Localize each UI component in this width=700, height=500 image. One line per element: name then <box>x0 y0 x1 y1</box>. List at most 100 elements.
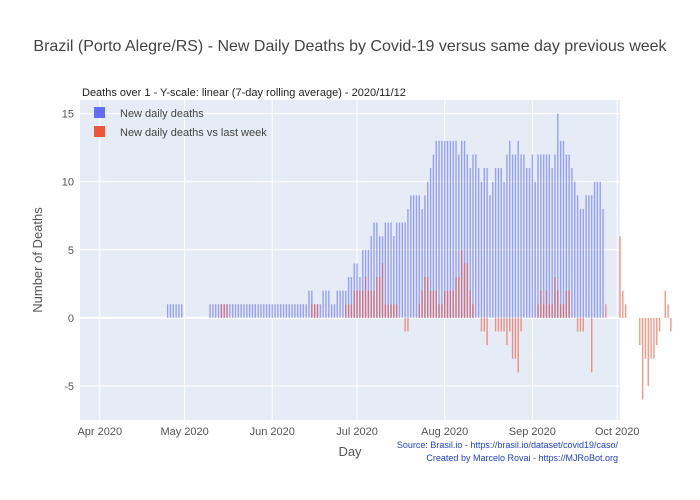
bar-new-daily-deaths <box>500 168 502 318</box>
bar-new-daily-deaths <box>333 304 336 318</box>
bar-new-daily-deaths <box>565 154 567 318</box>
bar-new-daily-deaths <box>585 195 587 318</box>
bar-vs-last-week <box>667 304 669 318</box>
bar-vs-last-week <box>497 317 500 332</box>
bar-new-daily-deaths <box>579 208 582 318</box>
bar-vs-last-week <box>540 290 542 318</box>
bar-new-daily-deaths <box>554 154 556 318</box>
bar-new-daily-deaths <box>217 304 220 318</box>
bar-vs-last-week <box>347 304 350 318</box>
bar-vs-last-week <box>226 304 228 318</box>
bar-new-daily-deaths <box>574 181 576 318</box>
bar-vs-last-week <box>370 290 372 318</box>
bar-new-daily-deaths <box>427 181 429 318</box>
bar-new-daily-deaths <box>246 304 248 318</box>
bar-new-daily-deaths <box>302 304 305 318</box>
bar-vs-last-week <box>444 290 446 318</box>
bar-vs-last-week <box>376 277 378 318</box>
bar-new-daily-deaths <box>240 304 242 318</box>
bar-vs-last-week <box>656 317 658 346</box>
bar-new-daily-deaths <box>305 304 307 318</box>
bar-vs-last-week <box>311 304 313 318</box>
x-tick-label: Jun 2020 <box>250 426 295 438</box>
bar-vs-last-week <box>670 317 672 332</box>
bar-new-daily-deaths <box>347 277 350 318</box>
bar-vs-last-week <box>542 304 545 318</box>
bar-new-daily-deaths <box>254 304 256 318</box>
x-tick-label: Jul 2020 <box>336 426 378 438</box>
bar-new-daily-deaths <box>322 290 324 318</box>
bar-vs-last-week <box>537 304 539 318</box>
bar-vs-last-week <box>582 317 584 332</box>
bar-new-daily-deaths <box>477 168 480 318</box>
y-axis-label: Number of Deaths <box>30 207 45 313</box>
bar-new-daily-deaths <box>514 154 517 318</box>
bar-new-daily-deaths <box>299 304 302 318</box>
bar-new-daily-deaths <box>551 168 553 318</box>
chart-subtitle: Deaths over 1 - Y-scale: linear (7-day r… <box>82 87 406 99</box>
bar-vs-last-week <box>509 317 511 332</box>
bar-new-daily-deaths <box>178 304 180 318</box>
bar-new-daily-deaths <box>234 304 237 318</box>
bar-new-daily-deaths <box>511 154 514 318</box>
x-axis-label: Day <box>338 444 362 459</box>
series-vs-last-week <box>220 236 672 400</box>
bar-vs-last-week <box>460 249 463 318</box>
bar-new-daily-deaths <box>591 195 593 318</box>
bar-new-daily-deaths <box>215 304 217 318</box>
bar-new-daily-deaths <box>350 277 353 318</box>
bar-vs-last-week <box>650 317 652 359</box>
bar-new-daily-deaths <box>599 181 601 318</box>
bar-new-daily-deaths <box>393 236 395 318</box>
bar-new-daily-deaths <box>257 304 259 318</box>
bar-new-daily-deaths <box>248 304 251 318</box>
bar-vs-last-week <box>548 304 551 318</box>
bar-new-daily-deaths <box>243 304 245 318</box>
bar-new-daily-deaths <box>367 249 370 318</box>
bar-new-daily-deaths <box>328 290 330 318</box>
bar-new-daily-deaths <box>169 304 172 318</box>
bar-vs-last-week <box>220 304 223 318</box>
bar-new-daily-deaths <box>460 140 463 318</box>
bar-vs-last-week <box>559 304 562 318</box>
bar-new-daily-deaths <box>387 222 389 318</box>
bar-new-daily-deaths <box>548 154 551 318</box>
y-tick-label: 5 <box>68 245 74 257</box>
bar-new-daily-deaths <box>469 168 471 318</box>
bar-new-daily-deaths <box>593 181 596 318</box>
x-tick-label: May 2020 <box>160 426 208 438</box>
bar-vs-last-week <box>390 304 392 318</box>
bar-new-daily-deaths <box>449 140 452 318</box>
bar-vs-last-week <box>446 290 449 318</box>
bar-new-daily-deaths <box>296 304 299 318</box>
bar-new-daily-deaths <box>209 304 211 318</box>
bar-vs-last-week <box>579 317 582 332</box>
bar-vs-last-week <box>393 304 395 318</box>
bar-new-daily-deaths <box>489 195 491 318</box>
bar-vs-last-week <box>576 317 579 332</box>
bar-vs-last-week <box>568 290 570 318</box>
y-tick-label: 10 <box>62 177 74 189</box>
bar-new-daily-deaths <box>260 304 262 318</box>
bar-new-daily-deaths <box>523 154 525 318</box>
bar-new-daily-deaths <box>571 168 573 318</box>
bar-new-daily-deaths <box>229 304 231 318</box>
bar-new-daily-deaths <box>280 304 282 318</box>
bar-new-daily-deaths <box>404 222 406 318</box>
bar-new-daily-deaths <box>263 304 265 318</box>
bar-new-daily-deaths <box>268 304 271 318</box>
bar-vs-last-week <box>639 317 641 346</box>
bar-new-daily-deaths <box>325 290 327 318</box>
bar-new-daily-deaths <box>492 181 494 318</box>
bar-vs-last-week <box>605 304 607 318</box>
bar-vs-last-week <box>591 317 593 373</box>
bar-vs-last-week <box>313 304 316 318</box>
bar-new-daily-deaths <box>503 181 505 318</box>
bar-new-daily-deaths <box>231 304 234 318</box>
bar-new-daily-deaths <box>588 195 590 318</box>
chart-title: Brazil (Porto Alegre/RS) - New Daily Dea… <box>33 38 667 55</box>
bar-new-daily-deaths <box>237 304 240 318</box>
bar-vs-last-week <box>647 317 649 386</box>
bar-vs-last-week <box>404 317 406 332</box>
bar-vs-last-week <box>429 290 432 318</box>
